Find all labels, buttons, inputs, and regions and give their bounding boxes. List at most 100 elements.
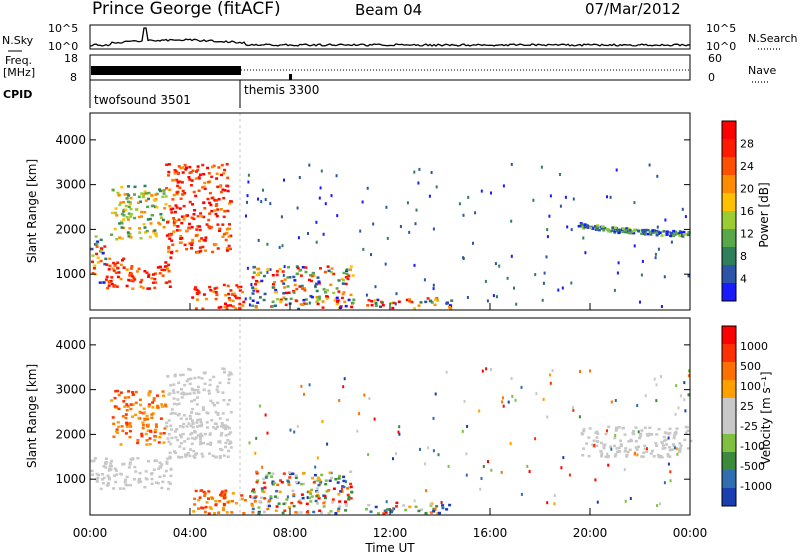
sparse-cell (247, 181, 249, 184)
range-cell (116, 267, 119, 270)
range-cell (110, 276, 113, 279)
sparse-cell (414, 264, 416, 267)
range-cell (208, 286, 211, 289)
range-cell (112, 416, 115, 419)
range-cell (141, 435, 144, 438)
range-cell (156, 394, 159, 397)
range-cell (219, 185, 222, 188)
range-cell (179, 229, 182, 232)
range-cell (242, 512, 245, 515)
range-cell (117, 192, 120, 195)
range-cell (175, 250, 178, 253)
range-cell (196, 403, 199, 406)
sparse-cell (597, 501, 599, 504)
power-ylabel: Slant Range [km] (25, 159, 39, 263)
range-cell (290, 502, 293, 505)
range-cell (199, 443, 202, 446)
range-cell (222, 507, 225, 510)
range-cell (620, 443, 623, 446)
range-cell (167, 171, 170, 174)
range-cell (193, 503, 196, 506)
range-cell (215, 203, 218, 206)
sparse-cell (479, 488, 481, 491)
sparse-cell (386, 500, 388, 503)
sparse-cell (459, 202, 461, 205)
range-cell (168, 205, 171, 208)
range-cell (228, 427, 231, 430)
range-cell (226, 247, 229, 250)
range-cell (295, 477, 298, 480)
range-cell (109, 462, 112, 465)
range-cell (293, 279, 296, 282)
range-cell (207, 490, 210, 493)
x-tick-label: 08:00 (273, 526, 308, 540)
range-cell (121, 237, 124, 240)
range-cell (187, 368, 190, 371)
range-cell (220, 208, 223, 211)
range-cell (377, 512, 380, 515)
range-cell (316, 487, 319, 490)
range-cell (257, 506, 260, 509)
range-cell (328, 270, 331, 273)
range-cell (123, 266, 126, 269)
range-cell (644, 230, 647, 233)
sparse-cell (559, 173, 561, 176)
range-cell (151, 483, 154, 486)
range-cell (413, 307, 416, 310)
range-cell (193, 209, 196, 212)
sparse-cell (372, 223, 374, 226)
range-cell (318, 280, 321, 283)
range-cell (188, 223, 191, 226)
range-cell (146, 272, 149, 275)
range-cell (190, 411, 193, 414)
range-cell (170, 211, 173, 214)
range-cell (342, 476, 345, 479)
range-cell (115, 430, 118, 433)
range-cell (629, 449, 632, 452)
sparse-cell (317, 456, 319, 459)
range-cell (119, 201, 122, 204)
range-cell (181, 396, 184, 399)
range-cell (323, 288, 326, 291)
range-cell (165, 187, 168, 190)
range-cell (220, 191, 223, 194)
range-cell (293, 291, 296, 294)
range-cell (91, 470, 94, 473)
range-cell (657, 454, 660, 457)
range-cell (322, 306, 325, 309)
range-cell (96, 480, 99, 483)
range-cell (312, 272, 315, 275)
range-cell (252, 276, 255, 279)
range-cell (662, 444, 665, 447)
range-cell (152, 273, 155, 276)
sparse-cell (307, 232, 309, 235)
range-cell (350, 306, 353, 309)
sparse-cell (356, 430, 358, 433)
range-cell (161, 196, 164, 199)
sparse-cell (534, 437, 536, 440)
range-cell (201, 164, 204, 167)
range-cell (223, 216, 226, 219)
range-cell (135, 391, 138, 394)
range-cell (624, 229, 627, 232)
range-cell (427, 297, 430, 300)
sparse-cell (547, 235, 549, 238)
range-cell (222, 197, 225, 200)
range-cell (302, 266, 305, 269)
range-cell (221, 391, 224, 394)
range-cell (284, 278, 287, 281)
range-cell (640, 455, 643, 458)
range-cell (108, 258, 111, 261)
sparse-cell (367, 187, 369, 190)
range-cell (136, 439, 139, 442)
range-cell (333, 488, 336, 491)
range-cell (186, 393, 189, 396)
range-cell (294, 284, 297, 287)
sparse-cell (398, 431, 400, 434)
range-cell (163, 475, 166, 478)
range-cell (165, 164, 168, 167)
range-cell (145, 470, 148, 473)
range-cell (408, 506, 411, 509)
range-cell (190, 425, 193, 428)
sparse-cell (498, 265, 500, 268)
